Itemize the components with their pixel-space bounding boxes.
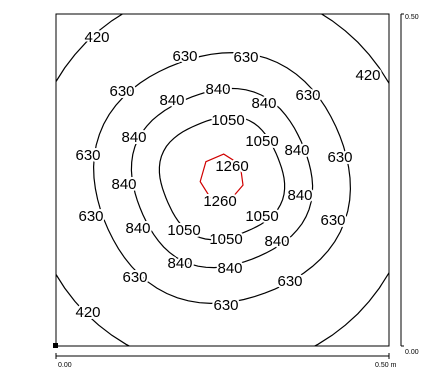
contour-line [158,115,286,241]
contour-label: 630 [122,269,147,286]
contour-label: 840 [264,233,289,250]
x-tick-label: 0.50 m [375,362,397,367]
y-tick-label: 0.00 [405,349,419,356]
contour-label: 840 [284,142,309,159]
contour-label: 840 [121,129,146,146]
contour-label: 630 [327,149,352,166]
contour-line [92,51,352,305]
contour-label: 630 [109,83,134,100]
contour-line [130,87,314,269]
contour-label: 1260 [215,158,248,175]
contour-layer [56,14,389,346]
contour-label: 1050 [211,112,244,129]
contour-label: 630 [295,87,320,104]
contour-label: 1050 [245,208,278,225]
contour-label: 840 [125,220,150,237]
contour-line [199,153,244,201]
contour-label: 1050 [209,231,242,248]
contour-label: 1050 [167,222,200,239]
contour-label: 630 [320,212,345,229]
contour-label: 840 [217,260,242,277]
contour-label: 630 [78,208,103,225]
contour-label: 420 [84,29,109,46]
contour-label: 420 [355,67,380,84]
contour-label: 630 [213,297,238,314]
contour-label: 420 [75,304,100,321]
contour-label: 840 [167,255,192,272]
contour-label: 840 [251,95,276,112]
contour-label: 1260 [203,193,236,210]
contour-label: 840 [111,176,136,193]
contour-label: 840 [159,92,184,109]
plot-frame [55,13,390,347]
contour-label: 630 [172,48,197,65]
contour-label: 840 [287,187,312,204]
axis-layer: 0.00 0.50 0.00 0.50 m [55,13,419,367]
y-tick-label: 0.50 [405,14,419,21]
contour-line [56,14,389,346]
contour-label: 630 [75,147,100,164]
contour-label: 840 [205,81,230,98]
contour-label: 630 [277,273,302,290]
contour-label: 630 [233,49,258,66]
x-tick-label: 0.00 [58,362,72,367]
origin-marker [53,343,58,348]
contour-label: 1050 [245,133,278,150]
